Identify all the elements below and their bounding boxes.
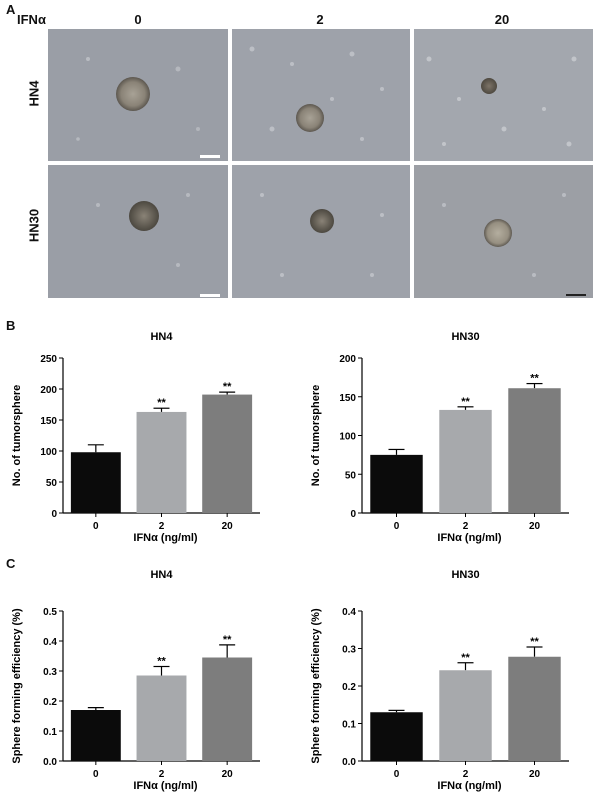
y-tick-label: 100 xyxy=(40,447,57,458)
bar xyxy=(508,388,561,513)
bar xyxy=(202,657,253,761)
y-tick-label: 200 xyxy=(339,354,356,365)
x-axis-label: IFNα (ng/ml) xyxy=(437,780,502,792)
y-tick-label: 50 xyxy=(345,470,357,481)
y-tick-label: 0.4 xyxy=(342,607,356,618)
chart-title: HN4 xyxy=(150,331,173,343)
y-tick-label: 0.1 xyxy=(43,727,57,738)
micrograph-hn30-20 xyxy=(414,165,593,298)
x-tick-label: 20 xyxy=(529,769,541,780)
treatment-label: IFNα xyxy=(17,12,46,27)
micrograph-hn4-20 xyxy=(414,29,593,161)
x-axis-label: IFNα (ng/ml) xyxy=(437,532,502,544)
y-tick-label: 0.5 xyxy=(43,607,57,618)
y-tick-label: 50 xyxy=(46,478,58,489)
chart-c-hn30: HN30 0.0 0.1 0.2 0.3 0.4 Sphere forming effici… xyxy=(310,569,569,792)
bar xyxy=(136,411,187,513)
x-axis-label: IFNα (ng/ml) xyxy=(133,780,198,792)
row-label-hn4: HN4 xyxy=(26,80,42,107)
x-tick-label: 2 xyxy=(159,769,165,780)
x-axis-label: IFNα (ng/ml) xyxy=(133,532,198,544)
x-tick-label: 0 xyxy=(394,769,400,780)
panel-b-letter: B xyxy=(6,318,16,333)
y-tick-label: 0.2 xyxy=(342,682,356,693)
x-tick-label: 0 xyxy=(93,521,99,532)
y-tick-label: 0 xyxy=(350,509,356,520)
y-axis-label: No. of tumorsphere xyxy=(11,385,23,486)
dose-header-2: 2 xyxy=(316,12,324,27)
y-tick-label: 0.4 xyxy=(43,637,57,648)
bar xyxy=(370,712,423,761)
y-tick-label: 0.0 xyxy=(342,757,356,768)
bar xyxy=(439,670,492,761)
micrograph-hn30-0 xyxy=(48,165,228,298)
micrograph-hn30-2 xyxy=(232,165,410,298)
x-tick-label: 2 xyxy=(159,521,165,532)
x-tick-label: 20 xyxy=(529,521,541,532)
y-tick-label: 150 xyxy=(339,393,356,404)
y-tick-label: 150 xyxy=(40,416,57,427)
chart-b-hn4: HN4 0 50 100 150 200 250 No. of tumorsphere 0 2 **… xyxy=(11,331,260,544)
panel-c-letter: C xyxy=(6,556,16,571)
significance-label: ** xyxy=(461,396,470,408)
chart-c-hn4: HN4 0.0 0.1 0.2 0.3 0.4 0.5 Sphere forming effi… xyxy=(11,569,260,792)
y-tick-label: 250 xyxy=(40,354,57,365)
y-tick-label: 0.2 xyxy=(43,697,57,708)
y-tick-label: 100 xyxy=(339,432,356,443)
y-axis-label: Sphere forming efficiency (%) xyxy=(310,608,322,764)
x-tick-label: 20 xyxy=(222,521,234,532)
chart-title: HN30 xyxy=(451,569,479,581)
y-tick-label: 0.1 xyxy=(342,720,356,731)
bar xyxy=(70,710,121,761)
chart-b-hn30: HN30 0 50 100 150 200 No. of tumorsphere 0 2 ** 20… xyxy=(310,331,569,544)
significance-label: ** xyxy=(530,636,539,648)
y-tick-label: 0.3 xyxy=(342,645,356,656)
x-tick-label: 0 xyxy=(93,769,99,780)
bar xyxy=(370,454,423,513)
significance-label: ** xyxy=(461,652,470,664)
x-tick-label: 2 xyxy=(463,521,469,532)
y-tick-label: 200 xyxy=(40,385,57,396)
y-tick-label: 0.3 xyxy=(43,667,57,678)
y-axis-label: No. of tumorsphere xyxy=(310,385,322,486)
significance-label: ** xyxy=(157,656,166,668)
y-axis-label: Sphere forming efficiency (%) xyxy=(11,608,23,764)
significance-label: ** xyxy=(157,397,166,409)
panel-a-letter: A xyxy=(6,2,16,17)
micrograph-hn4-0 xyxy=(48,29,228,161)
chart-title: HN4 xyxy=(150,569,173,581)
dose-header-20: 20 xyxy=(494,12,510,27)
bar xyxy=(508,656,561,761)
y-tick-label: 0.0 xyxy=(43,757,57,768)
significance-label: ** xyxy=(530,373,539,385)
micrograph-hn4-2 xyxy=(232,29,410,161)
dose-header-0: 0 xyxy=(134,12,142,27)
x-tick-label: 20 xyxy=(222,769,234,780)
x-tick-label: 2 xyxy=(463,769,469,780)
bar xyxy=(70,452,121,513)
significance-label: ** xyxy=(223,381,232,393)
row-label-hn30: HN30 xyxy=(26,208,42,243)
bar xyxy=(202,394,253,513)
bar xyxy=(136,675,187,761)
y-tick-label: 0 xyxy=(51,509,57,520)
significance-label: ** xyxy=(223,634,232,646)
bar xyxy=(439,409,492,513)
chart-title: HN30 xyxy=(451,331,479,343)
x-tick-label: 0 xyxy=(394,521,400,532)
